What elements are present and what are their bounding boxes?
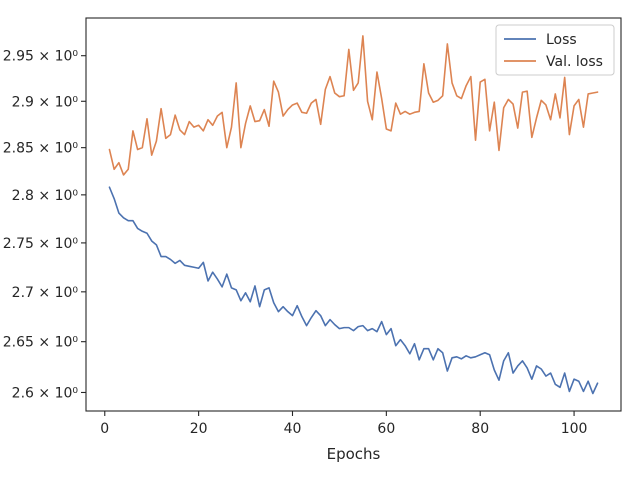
x-axis-label: Epochs (327, 445, 381, 463)
x-tick-label: 20 (190, 421, 208, 437)
y-axis-ticks: 2.6 × 10⁰ 2.65 × 10⁰ 2.7 × 10⁰ 2.75 × 10⁰ 2.… (3, 49, 86, 401)
series-layer (108, 35, 599, 395)
x-tick-label: 60 (377, 421, 395, 437)
y-tick-label: 2.7 × 10⁰ (12, 285, 79, 301)
x-axis-ticks: 0 20 40 60 80 100 (100, 411, 587, 437)
y-tick-label: 2.95 × 10⁰ (3, 49, 79, 65)
plot-background (86, 18, 621, 411)
legend: Loss Val. loss (495, 24, 615, 76)
x-tick-label: 100 (561, 421, 588, 437)
y-tick-label: 2.65 × 10⁰ (3, 335, 79, 351)
y-tick-label: 2.6 × 10⁰ (12, 385, 79, 401)
legend-label-val-loss: Val. loss (546, 54, 603, 70)
y-tick-label: 2.85 × 10⁰ (3, 141, 79, 157)
legend-label-loss: Loss (546, 32, 577, 48)
series-line-loss (108, 186, 599, 395)
x-tick-label: 40 (284, 421, 302, 437)
legend-box (495, 24, 615, 76)
series-line-val-loss (108, 35, 599, 176)
y-tick-label: 2.75 × 10⁰ (3, 236, 79, 252)
x-tick-label: 80 (471, 421, 489, 437)
y-tick-label: 2.8 × 10⁰ (12, 188, 79, 204)
x-tick-label: 0 (100, 421, 109, 437)
y-tick-label: 2.9 × 10⁰ (12, 94, 79, 110)
plot-frame (85, 17, 622, 412)
